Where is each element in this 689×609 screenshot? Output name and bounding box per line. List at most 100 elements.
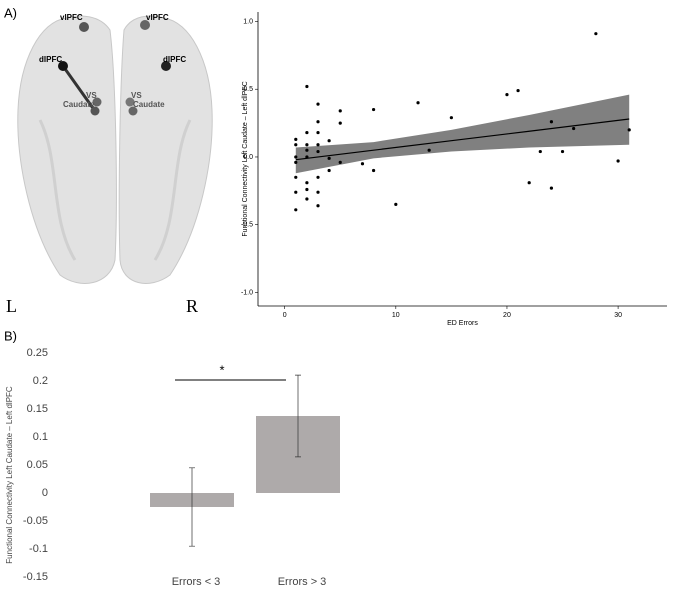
panel-label: B) [4,328,17,343]
point [305,187,309,192]
point [305,181,309,185]
confidence-band [295,94,630,174]
y-tick-label: -1.0 [241,289,253,296]
point [416,101,420,105]
point [538,149,542,154]
x-tick-label: Errors > 3 [278,576,327,588]
x-tick-label: 10 [392,312,400,319]
point [616,159,620,163]
y-tick-label: 0.1 [33,431,48,443]
point [305,130,309,135]
point [294,155,298,159]
brain [17,15,213,284]
panel-label: A) [4,5,17,20]
significance-label: * [219,362,224,377]
y-tick-label: 0.25 [27,347,48,359]
point [327,139,331,143]
point [338,121,342,125]
x-tick-label: 0 [283,312,287,319]
y-tick-label: -0.05 [23,515,48,527]
point [305,84,309,89]
point [316,204,320,208]
region-label: vlPFC [146,13,169,22]
point [549,186,554,190]
region-label: dlPFC [39,55,62,64]
node [125,97,135,107]
hemisphere-label: R [186,296,198,316]
point [294,208,298,212]
node [128,106,138,116]
point [305,143,309,147]
y-tick-label: -0.15 [23,571,48,583]
point [316,130,320,135]
node [161,61,171,71]
y-tick-label: 0 [42,487,48,499]
point [316,143,320,147]
region-label: vlPFC [60,13,83,22]
node [58,61,68,71]
point [371,107,376,112]
point [427,148,431,152]
hemisphere [118,15,213,284]
y-axis-label: Functional Connectivity Left Caudate – L… [242,81,249,236]
point [572,126,576,131]
point [449,116,453,120]
point [316,190,320,194]
point [627,128,631,132]
node [79,22,89,32]
hemisphere [17,15,117,284]
x-tick-label: 30 [614,312,622,319]
y-tick-label: 0.0 [243,154,253,161]
point [294,160,298,164]
y-tick-label: -0.1 [29,543,48,555]
y-tick-label: 0.2 [33,375,48,387]
gyrus [38,119,192,261]
connection [61,65,97,112]
point [360,162,365,166]
region-label: VS [86,91,97,100]
fit-line [295,118,630,161]
point [327,156,331,160]
node [92,97,102,107]
point [594,32,598,36]
error-bar [295,374,301,458]
x-tick-label: 20 [503,312,511,319]
point [305,148,309,152]
y-tick-label: 0.15 [27,403,48,415]
point [294,175,298,179]
region-label: Caudate [63,100,95,109]
node [140,20,150,30]
x-tick-label: Errors < 3 [172,576,221,588]
y-tick-label: 0.05 [27,459,48,471]
point [560,149,565,154]
y-tick-label: 0.5 [243,86,253,93]
point [516,88,520,93]
point [338,109,342,113]
point [305,155,309,159]
point [305,197,309,201]
region-label: Caudate [133,100,165,109]
point [371,168,376,173]
region-label: VS [131,91,142,100]
x-axis-label: ED Errors [447,320,478,327]
point [527,181,531,185]
error-bar [189,467,195,547]
point [394,202,398,206]
y-tick-label: -0.5 [241,222,253,229]
point [327,168,331,173]
point [294,143,298,147]
point [505,93,509,97]
hemisphere-label: L [6,296,17,316]
region-label: dlPFC [163,55,186,64]
point [549,120,554,124]
point [294,137,298,141]
node [90,106,100,116]
point [294,190,298,194]
point [316,102,320,106]
point [338,160,342,164]
point [316,149,320,154]
y-axis-label: Functional Connectivity Left Caudate – L… [5,386,14,564]
point [316,120,320,124]
y-tick-label: 1.0 [243,18,253,25]
